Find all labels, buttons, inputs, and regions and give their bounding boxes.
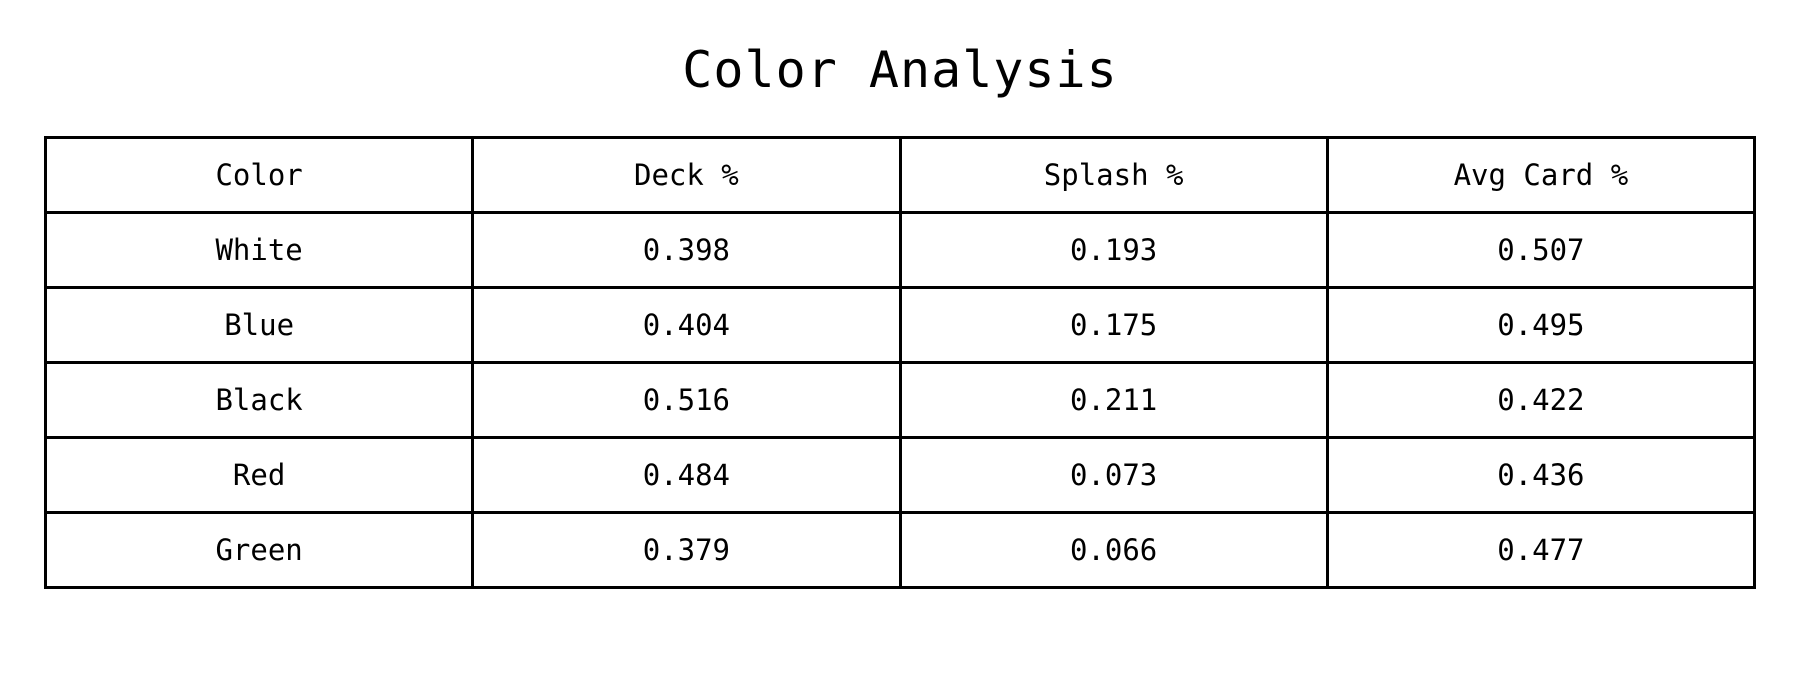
cell-deck-pct: 0.516 <box>473 363 900 438</box>
chart-title: Color Analysis <box>0 38 1800 102</box>
cell-splash-pct: 0.066 <box>900 513 1327 588</box>
table-row: White 0.398 0.193 0.507 <box>46 213 1755 288</box>
cell-deck-pct: 0.379 <box>473 513 900 588</box>
cell-deck-pct: 0.484 <box>473 438 900 513</box>
cell-splash-pct: 0.073 <box>900 438 1327 513</box>
cell-avg-card-pct: 0.495 <box>1327 288 1754 363</box>
color-analysis-table: Color Deck % Splash % Avg Card % White 0… <box>44 136 1756 589</box>
cell-color: Blue <box>46 288 473 363</box>
cell-color: Green <box>46 513 473 588</box>
cell-avg-card-pct: 0.507 <box>1327 213 1754 288</box>
cell-avg-card-pct: 0.436 <box>1327 438 1754 513</box>
table-body: White 0.398 0.193 0.507 Blue 0.404 0.175… <box>46 213 1755 588</box>
table-row: Blue 0.404 0.175 0.495 <box>46 288 1755 363</box>
column-header-color: Color <box>46 138 473 213</box>
cell-splash-pct: 0.193 <box>900 213 1327 288</box>
header-row: Color Deck % Splash % Avg Card % <box>46 138 1755 213</box>
cell-color: White <box>46 213 473 288</box>
cell-avg-card-pct: 0.477 <box>1327 513 1754 588</box>
column-header-avg-card-pct: Avg Card % <box>1327 138 1754 213</box>
table-row: Black 0.516 0.211 0.422 <box>46 363 1755 438</box>
column-header-splash-pct: Splash % <box>900 138 1327 213</box>
table-row: Red 0.484 0.073 0.436 <box>46 438 1755 513</box>
cell-deck-pct: 0.404 <box>473 288 900 363</box>
cell-color: Black <box>46 363 473 438</box>
cell-avg-card-pct: 0.422 <box>1327 363 1754 438</box>
column-header-deck-pct: Deck % <box>473 138 900 213</box>
cell-deck-pct: 0.398 <box>473 213 900 288</box>
cell-splash-pct: 0.175 <box>900 288 1327 363</box>
table-header: Color Deck % Splash % Avg Card % <box>46 138 1755 213</box>
table-row: Green 0.379 0.066 0.477 <box>46 513 1755 588</box>
cell-color: Red <box>46 438 473 513</box>
cell-splash-pct: 0.211 <box>900 363 1327 438</box>
